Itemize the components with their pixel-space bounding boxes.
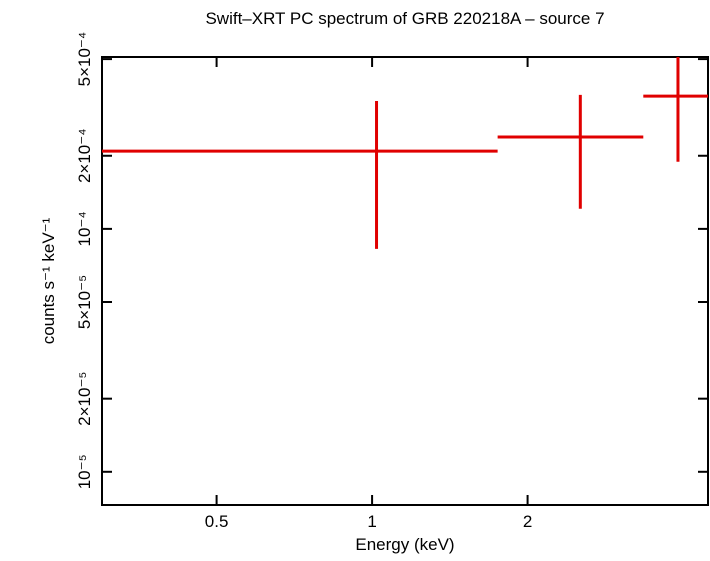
- y-axis-label: counts s⁻¹ keV⁻¹: [39, 217, 58, 344]
- plot-frame: [101, 56, 709, 506]
- y-tick-label: 2×10⁻⁴: [75, 128, 94, 183]
- plot-area: [102, 57, 708, 249]
- x-tick-label: 1: [367, 512, 376, 531]
- chart-title: Swift–XRT PC spectrum of GRB 220218A – s…: [205, 9, 604, 28]
- x-tick-label: 0.5: [205, 512, 229, 531]
- y-tick-label: 5×10⁻⁴: [75, 32, 94, 87]
- x-axis-label: Energy (keV): [355, 535, 454, 554]
- y-tick-label: 10⁻⁵: [75, 454, 94, 489]
- y-tick-label: 2×10⁻⁵: [75, 372, 94, 426]
- y-tick-label: 5×10⁻⁵: [75, 275, 94, 329]
- x-tick-label: 2: [523, 512, 532, 531]
- y-tick-label: 10⁻⁴: [75, 211, 94, 246]
